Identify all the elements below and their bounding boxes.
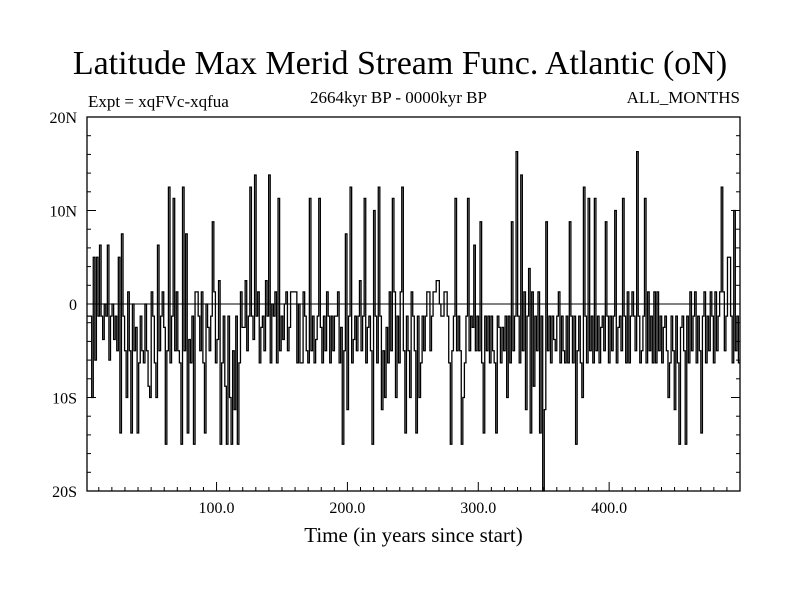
x-tick-label: 300.0 xyxy=(460,500,496,517)
series-line-0 xyxy=(87,150,740,492)
months-label: ALL_MONTHS xyxy=(626,88,740,107)
y-tick-label: 10S xyxy=(52,391,77,408)
experiment-label: Expt = xqFVc-xqfua xyxy=(88,92,229,111)
y-tick-label: 10N xyxy=(49,204,77,221)
y-tick-label: 0 xyxy=(69,297,77,314)
x-tick-label: 100.0 xyxy=(199,500,235,517)
y-tick-label: 20N xyxy=(49,110,77,127)
chart-title: Latitude Max Merid Stream Func. Atlantic… xyxy=(72,45,728,82)
x-tick-label: 400.0 xyxy=(591,500,627,517)
x-axis-label: Time (in years since start) xyxy=(304,523,523,547)
y-tick-label: 20S xyxy=(52,484,77,501)
x-tick-label: 200.0 xyxy=(329,500,365,517)
period-label: 2664kyr BP - 0000kyr BP xyxy=(310,88,487,107)
